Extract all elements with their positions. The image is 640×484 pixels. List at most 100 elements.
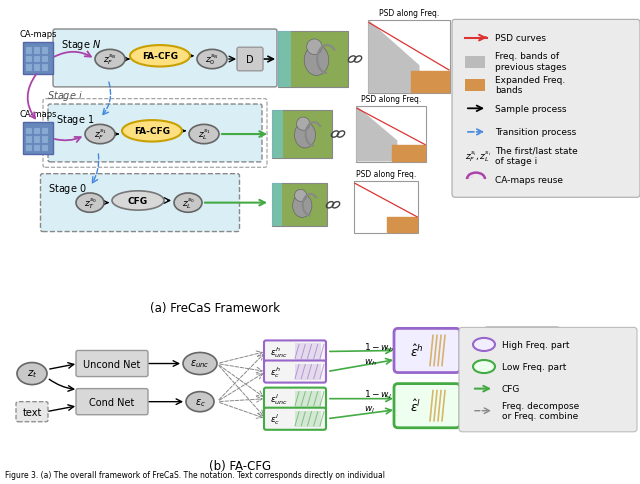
FancyBboxPatch shape [295,411,321,427]
FancyBboxPatch shape [42,137,48,143]
Text: $z_L^{s_0}$: $z_L^{s_0}$ [182,196,195,211]
Text: Stage $N$: Stage $N$ [61,37,101,51]
Text: $z_F^{s_i},z_L^{s_i}$: $z_F^{s_i},z_L^{s_i}$ [465,149,492,164]
Text: Expanded Freq.
bands: Expanded Freq. bands [495,76,565,95]
Text: $z_F^{s_N}$: $z_F^{s_N}$ [103,53,117,67]
FancyBboxPatch shape [48,105,262,163]
FancyBboxPatch shape [42,128,48,135]
Text: Stage $0$: Stage $0$ [49,182,87,196]
Text: $z_F^{s_1}$: $z_F^{s_1}$ [93,127,106,142]
FancyBboxPatch shape [26,137,32,143]
FancyBboxPatch shape [354,182,418,233]
FancyBboxPatch shape [465,57,485,68]
Ellipse shape [174,194,202,213]
Text: CFG: CFG [128,197,148,206]
FancyBboxPatch shape [272,184,327,227]
FancyBboxPatch shape [42,65,48,72]
Ellipse shape [112,192,164,211]
FancyBboxPatch shape [34,57,40,63]
Text: Cond Net: Cond Net [90,397,134,407]
Text: Stage $1$: Stage $1$ [56,112,95,126]
FancyBboxPatch shape [272,111,283,158]
FancyBboxPatch shape [394,384,460,428]
Text: Uncond Net: Uncond Net [83,359,141,369]
FancyBboxPatch shape [26,48,32,55]
Text: FA-CFG: FA-CFG [142,52,178,61]
Text: PSD curves: PSD curves [495,34,546,43]
FancyBboxPatch shape [295,391,321,407]
Ellipse shape [473,360,495,373]
Text: $1-w_l$: $1-w_l$ [364,388,392,400]
FancyBboxPatch shape [34,65,40,72]
Text: D: D [246,55,254,65]
FancyBboxPatch shape [42,146,48,152]
FancyBboxPatch shape [459,328,637,432]
FancyBboxPatch shape [76,351,148,377]
Text: PSD along Freq.: PSD along Freq. [379,9,439,18]
Text: $1-w_h$: $1-w_h$ [364,341,394,353]
FancyBboxPatch shape [368,21,450,94]
Polygon shape [357,108,397,162]
Text: Transition process: Transition process [495,128,576,137]
Ellipse shape [473,338,495,351]
Text: $z_t$: $z_t$ [27,368,37,379]
Text: CA-maps: CA-maps [19,30,57,39]
Text: $\hat{\epsilon}^h$: $\hat{\epsilon}^h$ [410,343,424,359]
FancyBboxPatch shape [26,57,32,63]
Text: CFG: CFG [502,384,520,393]
Text: $z_T^{s_0}$: $z_T^{s_0}$ [84,196,97,211]
Text: FA-CFG: FA-CFG [134,127,170,136]
Ellipse shape [183,353,217,375]
FancyBboxPatch shape [16,402,48,422]
Text: $\epsilon_{unc}^l$: $\epsilon_{unc}^l$ [270,392,288,406]
FancyBboxPatch shape [34,128,40,135]
Ellipse shape [130,46,190,67]
Ellipse shape [294,123,316,149]
Text: PSD along Freq.: PSD along Freq. [361,95,421,104]
Text: Stage $i$: Stage $i$ [47,89,83,103]
FancyBboxPatch shape [23,43,53,75]
Text: text: text [22,407,42,417]
Text: $\epsilon_c$: $\epsilon_c$ [195,396,205,408]
FancyBboxPatch shape [482,328,562,420]
FancyBboxPatch shape [278,32,291,88]
Text: Freq. bands of
previous stages: Freq. bands of previous stages [495,52,566,72]
Text: Freq. decompose
or Freq. combine: Freq. decompose or Freq. combine [502,401,579,421]
Ellipse shape [307,40,322,56]
FancyBboxPatch shape [34,137,40,143]
Ellipse shape [85,125,115,144]
Ellipse shape [122,121,182,142]
Text: High Freq. part: High Freq. part [502,340,570,349]
Text: $w_l$: $w_l$ [364,404,375,414]
Text: Sample process: Sample process [495,105,566,114]
FancyBboxPatch shape [42,57,48,63]
FancyBboxPatch shape [26,146,32,152]
FancyBboxPatch shape [34,146,40,152]
FancyBboxPatch shape [278,32,348,88]
Ellipse shape [197,50,227,70]
FancyBboxPatch shape [394,329,460,373]
Text: CA-maps reuse: CA-maps reuse [495,175,563,184]
FancyBboxPatch shape [356,107,426,163]
Ellipse shape [76,194,104,213]
FancyBboxPatch shape [264,341,326,363]
Text: The first/last state
of stage i: The first/last state of stage i [495,147,578,166]
Text: $\hat{\epsilon}$: $\hat{\epsilon}$ [498,363,508,384]
Polygon shape [369,22,419,93]
Text: $w_h$: $w_h$ [364,357,377,367]
FancyBboxPatch shape [40,174,239,232]
FancyBboxPatch shape [465,80,485,92]
Text: (b) FA-CFG: (b) FA-CFG [209,459,271,472]
Ellipse shape [294,190,307,202]
Polygon shape [387,218,417,232]
FancyBboxPatch shape [26,128,32,135]
FancyBboxPatch shape [295,344,321,360]
Text: $\epsilon_c^h$: $\epsilon_c^h$ [270,364,281,379]
Ellipse shape [95,50,125,70]
Text: $z_L^{s_1}$: $z_L^{s_1}$ [198,127,211,142]
Ellipse shape [304,45,329,76]
FancyBboxPatch shape [264,408,326,430]
Ellipse shape [189,125,219,144]
FancyBboxPatch shape [272,111,332,158]
Text: CA-maps: CA-maps [19,110,57,119]
